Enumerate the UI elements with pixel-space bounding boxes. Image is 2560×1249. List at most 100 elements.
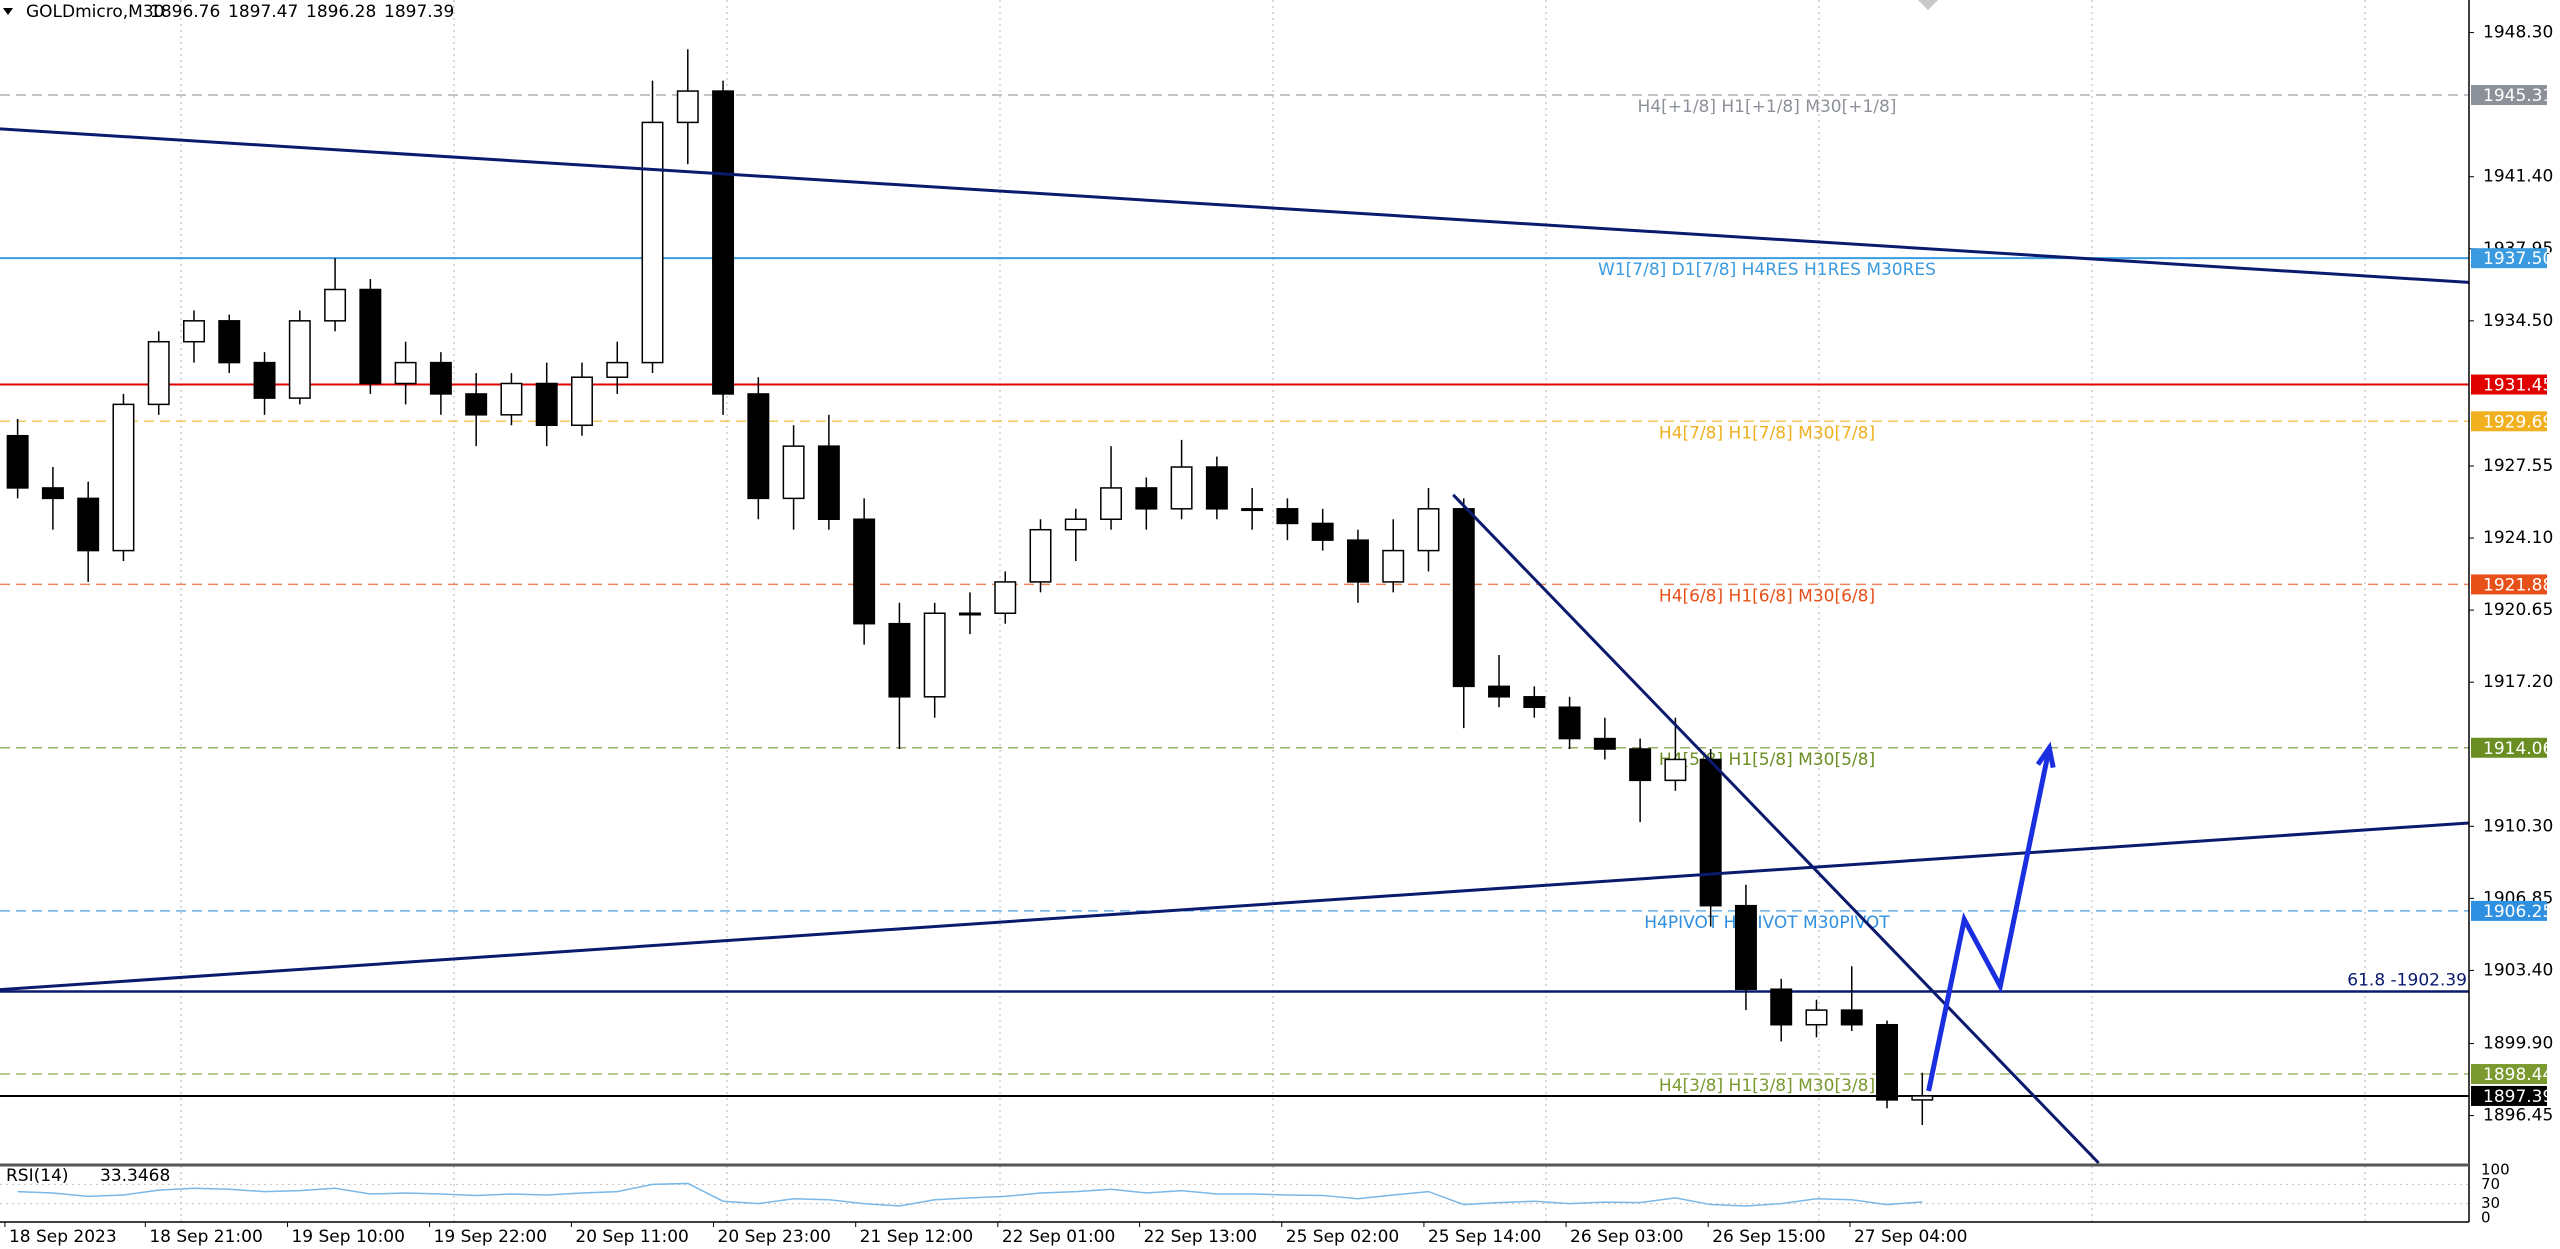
candle-body	[1664, 758, 1687, 782]
candle-body	[1311, 522, 1334, 541]
candle-body	[1629, 748, 1652, 782]
x-tick-label: 27 Sep 04:00	[1854, 1227, 1967, 1247]
y-tick-label: 1924.10	[2483, 528, 2553, 548]
candle-body	[1699, 758, 1722, 907]
candle-body	[1734, 904, 1757, 990]
candle-body	[1876, 1023, 1899, 1101]
marker	[1918, 0, 1938, 10]
x-tick-label: 20 Sep 23:00	[718, 1227, 831, 1247]
candle-body	[147, 340, 170, 406]
candle-body	[1241, 508, 1264, 512]
candle-body	[1135, 487, 1158, 510]
forecast-arrow	[1926, 747, 2052, 1092]
candle-body	[253, 361, 276, 399]
price-box-label: 1906.25	[2483, 902, 2553, 922]
x-tick-label: 19 Sep 10:00	[291, 1227, 404, 1247]
candle-body	[1911, 1095, 1934, 1101]
candle-body	[817, 445, 840, 521]
candle-body	[1029, 528, 1052, 583]
y-tick-label: 1920.65	[2483, 600, 2553, 620]
candle-body	[112, 403, 135, 552]
candles	[6, 49, 1934, 1125]
rsi-value: 33.3468	[100, 1166, 170, 1186]
candle-body	[1593, 737, 1616, 750]
level-text: H4[+1/8] H1[+1/8] M30[+1/8]	[1638, 97, 1897, 117]
candle-body	[923, 612, 946, 698]
rsi-tick-label: 0	[2481, 1209, 2491, 1227]
header-price: 1897.47	[228, 2, 298, 22]
y-tick-label: 1910.30	[2483, 816, 2553, 836]
x-tick-label: 22 Sep 13:00	[1144, 1227, 1257, 1247]
x-tick-label: 21 Sep 12:00	[860, 1227, 973, 1247]
price-box	[2471, 85, 2547, 106]
price-box	[2471, 411, 2547, 432]
symbol: GOLDmicro,M30	[26, 2, 164, 22]
price-box	[2471, 1064, 2547, 1085]
candle-body	[218, 320, 241, 364]
x-tick-label: 18 Sep 2023	[9, 1227, 117, 1247]
level-text: H4[7/8] H1[7/8] M30[7/8]	[1659, 423, 1875, 443]
rsi-tick-label: 30	[2481, 1194, 2500, 1212]
candle-body	[41, 487, 64, 500]
level-text: H4[6/8] H1[6/8] M30[6/8]	[1659, 586, 1875, 606]
candle-body	[394, 361, 417, 385]
candle-body	[570, 376, 593, 427]
trend-line	[0, 127, 2470, 284]
x-tick-label: 20 Sep 11:00	[575, 1227, 688, 1247]
x-tick-label: 18 Sep 21:00	[149, 1227, 262, 1247]
candle-body	[6, 434, 29, 489]
header-price: 1896.76	[150, 2, 220, 22]
candle-body	[77, 497, 100, 552]
price-box	[2471, 1085, 2547, 1106]
trend-line	[0, 821, 2470, 992]
price-box	[2471, 374, 2547, 395]
y-tick-label: 1903.40	[2483, 960, 2553, 980]
header-price: 1897.39	[384, 2, 454, 22]
header-price: 1896.28	[306, 2, 376, 22]
price-box	[2471, 737, 2547, 758]
y-tick-label: 1899.90	[2483, 1034, 2553, 1054]
x-tick-label: 22 Sep 01:00	[1002, 1227, 1115, 1247]
price-box	[2471, 900, 2547, 921]
level-text: W1[7/8] D1[7/8] H4RES H1RES M30RES	[1598, 260, 1936, 280]
candle-body	[641, 121, 664, 364]
drawings	[0, 127, 2470, 1207]
candle-body	[465, 393, 488, 416]
candle-body	[1346, 539, 1369, 583]
x-tick-label: 19 Sep 22:00	[434, 1227, 547, 1247]
candle-body	[1452, 508, 1475, 688]
fib-text: 61.8 -1902.39	[2347, 971, 2467, 991]
candle-body	[324, 288, 347, 322]
price-box-label: 1898.44	[2483, 1065, 2553, 1085]
candle-body	[1382, 549, 1405, 583]
level-text: H4PIVOT H1PIVOT M30PIVOT	[1644, 913, 1890, 933]
candle-body	[1064, 518, 1087, 531]
candle-body	[994, 581, 1017, 614]
candle-body	[1770, 988, 1793, 1026]
candle-body	[853, 518, 876, 625]
candle-body	[782, 445, 805, 500]
menu-triangle[interactable]	[3, 8, 13, 15]
price-box-label: 1937.50	[2483, 249, 2553, 269]
price-box-label: 1929.69	[2483, 412, 2553, 432]
candle-body	[1840, 1009, 1863, 1026]
candle-body	[183, 320, 205, 343]
candle-body	[500, 382, 523, 416]
candle-body	[359, 288, 382, 385]
candle-body	[1417, 508, 1440, 552]
x-tick-label: 26 Sep 15:00	[1712, 1227, 1825, 1247]
y-tick-label: 1934.50	[2483, 311, 2553, 331]
x-tick-label: 26 Sep 03:00	[1570, 1227, 1683, 1247]
candle-body	[958, 612, 981, 616]
rsi-tick-label: 100	[2481, 1161, 2510, 1179]
x-tick-label: 25 Sep 14:00	[1428, 1227, 1541, 1247]
candle-body	[888, 622, 911, 698]
rsi-label: RSI(14)	[6, 1166, 69, 1186]
price-box-label: 1914.06	[2483, 739, 2553, 759]
level-text: H4[3/8] H1[3/8] M30[3/8]	[1659, 1076, 1875, 1096]
candle-body	[1488, 685, 1511, 698]
rsi-line	[17, 1182, 1923, 1207]
candle-body	[1170, 466, 1193, 510]
